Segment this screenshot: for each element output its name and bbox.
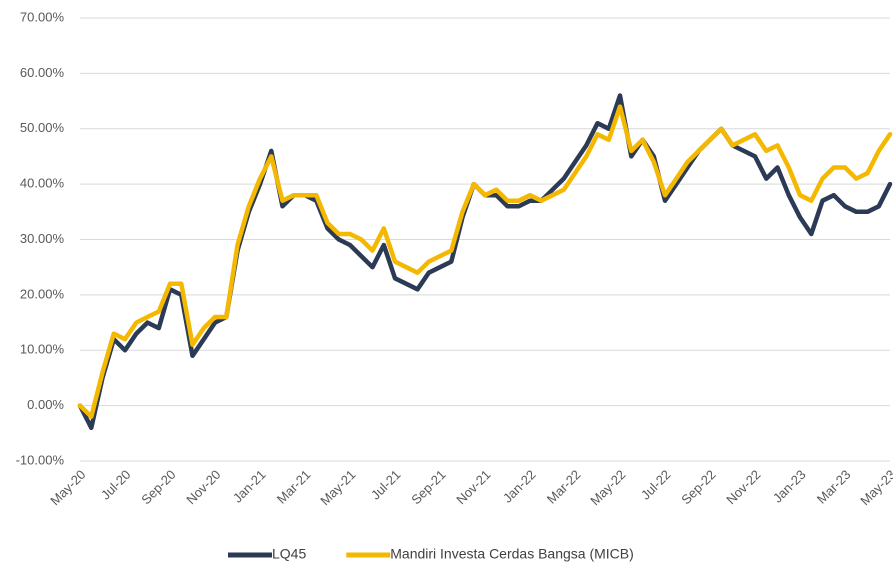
y-tick-label: 40.00% [20,176,65,191]
y-tick-label: 70.00% [20,9,65,24]
x-tick-label: Jul-20 [98,467,134,503]
x-tick-label: Nov-22 [723,467,763,507]
x-tick-label: Sep-21 [408,467,448,507]
series-line [77,93,893,431]
y-tick-label: 0.00% [27,397,64,412]
x-tick-label: May-22 [587,467,628,508]
x-tick-label: May-23 [857,467,893,508]
x-tick-label: Jan-22 [500,467,539,506]
y-tick-label: 20.00% [20,286,65,301]
x-tick-label: Jan-21 [230,467,269,506]
x-tick-label: Sep-20 [138,467,178,507]
x-tick-label: Jul-22 [638,467,674,503]
y-tick-label: 30.00% [20,231,65,246]
y-tick-label: 10.00% [20,342,65,357]
x-tick-label: Sep-22 [678,467,718,507]
x-tick-label: Mar-23 [814,467,854,507]
legend-label: LQ45 [272,546,306,562]
x-tick-label: May-21 [317,467,358,508]
x-tick-label: Nov-20 [183,467,223,507]
x-tick-label: Nov-21 [453,467,493,507]
x-tick-label: Jul-21 [368,467,404,503]
x-tick-label: May-20 [47,467,88,508]
x-tick-label: Mar-22 [544,467,584,507]
y-tick-label: 50.00% [20,120,65,135]
legend-label: Mandiri Investa Cerdas Bangsa (MICB) [390,546,634,562]
x-tick-label: Mar-21 [274,467,314,507]
y-tick-label: 60.00% [20,65,65,80]
y-tick-label: -10.00% [16,452,65,467]
x-tick-label: Jan-23 [770,467,809,506]
series-line [77,104,893,419]
